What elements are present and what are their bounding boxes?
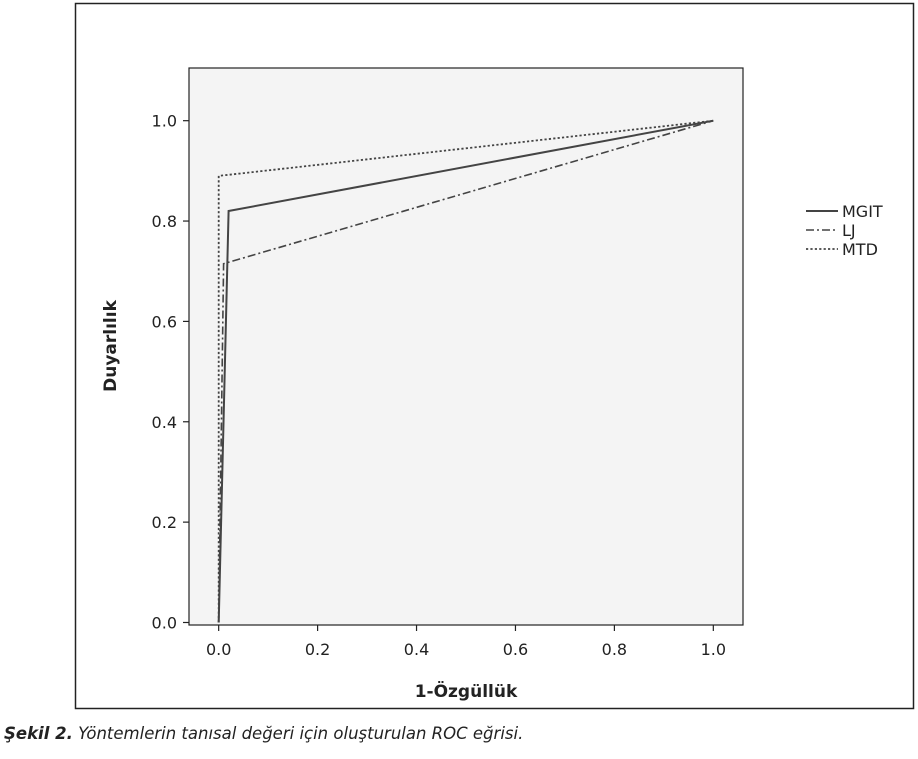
x-tick-label: 0.2	[305, 640, 330, 659]
y-tick-label: 0.0	[152, 613, 177, 632]
figure: 0.0 0.2 0.4 0.6 0.8 1.0 0.0 0.2 0.4 0.6 0.8 1.0 MG…	[74, 2, 915, 710]
legend-label: MTD	[842, 240, 878, 259]
y-tick-label: 1.0	[152, 112, 177, 131]
y-tick-label: 0.8	[152, 212, 177, 231]
roc-curves	[217, 119, 714, 623]
y-axis-label: Duyarlılık	[101, 299, 121, 391]
caption-text: Yöntemlerin tanısal değeri için oluşturu…	[72, 724, 524, 743]
y-tick-label: 0.6	[152, 312, 177, 331]
series-line-mgit	[217, 119, 714, 623]
series-line-lj	[217, 119, 714, 623]
caption-label: Şekil 2.	[4, 724, 73, 743]
x-axis-label: 1-Özgüllük	[415, 680, 518, 702]
x-axis: 0.0 0.2 0.4 0.6 0.8 1.0	[206, 625, 726, 659]
legend-label: MGIT	[842, 202, 883, 221]
x-tick-label: 1.0	[701, 640, 726, 659]
figure-caption: Şekil 2. Yöntemlerin tanısal değeri için…	[4, 724, 523, 743]
x-tick-label: 0.0	[206, 640, 231, 659]
x-tick-label: 0.6	[503, 640, 528, 659]
x-tick-label: 0.8	[602, 640, 627, 659]
y-tick-label: 0.2	[152, 513, 177, 532]
series-line-mtd	[217, 119, 714, 623]
y-axis: 0.0 0.2 0.4 0.6 0.8 1.0	[152, 112, 189, 632]
y-tick-label: 0.4	[152, 413, 177, 432]
legend-label: LJ	[842, 221, 856, 240]
x-tick-label: 0.4	[404, 640, 429, 659]
plot-area	[188, 67, 744, 626]
